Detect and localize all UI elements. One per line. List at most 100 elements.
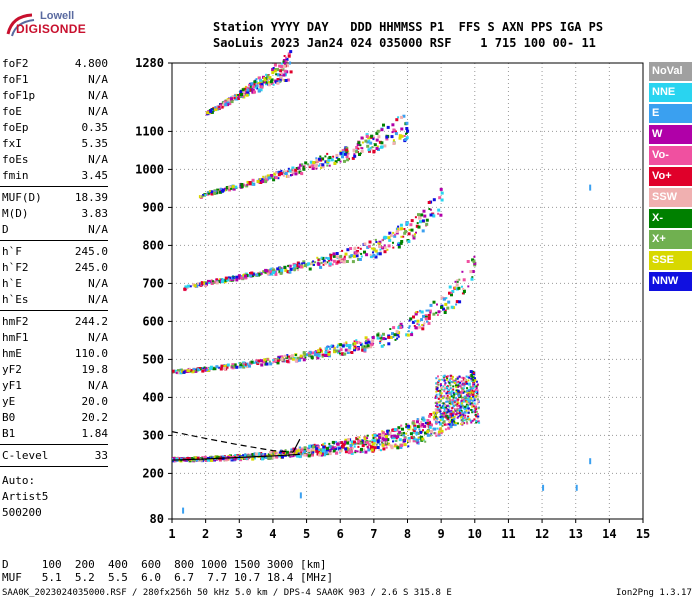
x-tick-label: 8 bbox=[404, 527, 411, 541]
echo-point bbox=[447, 391, 450, 394]
echo-point bbox=[206, 458, 210, 462]
echo-point bbox=[304, 161, 308, 165]
echo-point bbox=[232, 365, 235, 368]
echo-point bbox=[406, 333, 410, 337]
echo-point bbox=[418, 428, 421, 431]
echo-point bbox=[463, 422, 466, 425]
echo-point bbox=[320, 166, 323, 169]
echo-point bbox=[410, 331, 413, 334]
echo-point bbox=[360, 252, 363, 255]
legend-item: SSW bbox=[649, 188, 692, 207]
echo-point bbox=[349, 444, 353, 447]
echo-point bbox=[299, 446, 301, 449]
echo-point bbox=[417, 436, 420, 439]
echo-point bbox=[376, 440, 380, 444]
echo-point bbox=[204, 366, 208, 370]
echo-point bbox=[473, 261, 477, 265]
echo-point bbox=[360, 447, 363, 451]
echo-point bbox=[315, 167, 318, 170]
echo-point bbox=[421, 219, 425, 223]
logo-swoosh-icon bbox=[6, 13, 35, 37]
echo-point bbox=[371, 336, 375, 339]
echo-point bbox=[265, 178, 268, 182]
echo-point bbox=[457, 385, 460, 388]
echo-point bbox=[429, 213, 433, 217]
echo-point bbox=[319, 453, 323, 457]
echo-point bbox=[443, 311, 447, 314]
y-tick-label: 500 bbox=[142, 352, 164, 366]
echo-point bbox=[385, 446, 388, 449]
echo-point bbox=[351, 447, 354, 450]
echo-point bbox=[390, 446, 394, 450]
echo-point bbox=[462, 287, 465, 290]
echo-point bbox=[374, 238, 377, 241]
echo-point bbox=[255, 78, 258, 81]
echo-point bbox=[264, 268, 268, 272]
echo-point bbox=[210, 110, 214, 114]
echo-point bbox=[307, 163, 309, 166]
echo-point bbox=[330, 344, 333, 347]
echo-point bbox=[335, 349, 339, 353]
autoscale-line: Auto: bbox=[2, 474, 36, 487]
echo-point bbox=[207, 279, 210, 283]
echo-point bbox=[333, 162, 337, 165]
echo-point bbox=[443, 379, 446, 382]
echo-point bbox=[428, 309, 432, 313]
echo-point bbox=[472, 260, 476, 264]
echo-point bbox=[203, 455, 207, 459]
echo-point bbox=[336, 346, 339, 349]
echo-point bbox=[407, 232, 411, 236]
echo-point bbox=[436, 388, 439, 391]
echo-point bbox=[438, 430, 441, 434]
echo-point bbox=[378, 242, 381, 245]
echo-point bbox=[439, 389, 442, 392]
echo-point bbox=[473, 407, 476, 410]
echo-point bbox=[227, 99, 231, 103]
echo-point bbox=[385, 441, 388, 444]
param-row: foE N/A bbox=[2, 104, 108, 119]
echo-point bbox=[413, 325, 416, 327]
echo-point bbox=[310, 356, 314, 360]
echo-point bbox=[380, 449, 382, 452]
echo-point bbox=[477, 407, 480, 410]
echo-point bbox=[330, 158, 334, 162]
echo-point bbox=[255, 452, 259, 456]
echo-point bbox=[448, 406, 451, 409]
echo-point bbox=[300, 451, 303, 454]
echo-point bbox=[357, 442, 360, 445]
echo-point bbox=[328, 345, 331, 348]
echo-point bbox=[241, 88, 245, 92]
echo-point bbox=[467, 415, 470, 418]
echo-point bbox=[475, 380, 478, 383]
echo-point bbox=[387, 236, 391, 240]
echo-point bbox=[471, 270, 475, 273]
echo-point bbox=[251, 88, 255, 92]
echo-point bbox=[433, 418, 436, 421]
echo-point bbox=[257, 82, 260, 85]
echo-point bbox=[409, 223, 413, 227]
echo-point bbox=[218, 190, 222, 194]
echo-point bbox=[355, 339, 358, 342]
echo-point bbox=[416, 418, 419, 420]
echo-point bbox=[246, 88, 250, 92]
x-tick-label: 3 bbox=[236, 527, 243, 541]
echo-point bbox=[472, 395, 475, 398]
param-name: foEs bbox=[2, 153, 29, 166]
echo-point bbox=[390, 135, 394, 139]
echo-point bbox=[360, 255, 363, 258]
echo-point bbox=[438, 393, 441, 396]
echo-point bbox=[453, 395, 455, 398]
echo-point bbox=[447, 426, 451, 430]
echo-point bbox=[318, 448, 321, 451]
echo-point bbox=[398, 134, 402, 138]
echo-point bbox=[363, 440, 367, 444]
echo-point bbox=[286, 354, 289, 357]
echo-point bbox=[455, 397, 458, 400]
echo-point bbox=[457, 408, 461, 412]
echo-point bbox=[430, 433, 433, 436]
echo-point bbox=[253, 457, 256, 460]
echo-point bbox=[221, 189, 225, 193]
echo-point bbox=[282, 64, 286, 68]
param-separator bbox=[0, 444, 108, 445]
